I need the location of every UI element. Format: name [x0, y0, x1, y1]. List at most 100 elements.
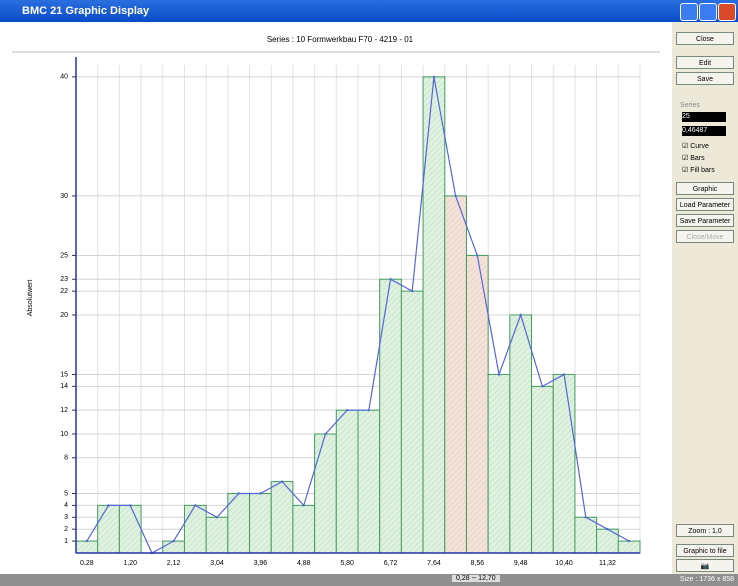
- panel-button[interactable]: Save Parameter: [676, 214, 734, 227]
- y-tick-label: 14: [60, 383, 68, 390]
- curve-dot: [367, 408, 371, 412]
- checkbox[interactable]: ☑ Bars: [682, 155, 705, 162]
- panel-button-disabled: Close/Move: [676, 230, 734, 243]
- panel-button[interactable]: Load Parameter: [676, 198, 734, 211]
- curve-dot: [302, 504, 305, 507]
- status-range: 0,28 -- 12,70: [452, 575, 500, 582]
- checkbox-label: Bars: [690, 155, 705, 162]
- status-bar: 0,28 -- 12,70 Size : 1736 x 858: [0, 574, 738, 586]
- curve-dot: [432, 75, 436, 79]
- bar-hatch: [336, 410, 358, 553]
- y-tick-label: 12: [60, 407, 68, 414]
- x-tick-label: 0,28: [80, 560, 94, 567]
- y-tick-label: 1: [64, 538, 68, 545]
- y-tick-label: 23: [60, 276, 68, 283]
- curve-dot: [107, 504, 110, 507]
- x-tick-label: 5,80: [340, 560, 354, 567]
- bar-hatch: [227, 493, 250, 553]
- curve-dot: [454, 194, 457, 198]
- y-tick-label: 15: [60, 371, 68, 378]
- maximize[interactable]: [699, 3, 717, 21]
- x-tick-label: 10,40: [555, 560, 573, 567]
- save-button[interactable]: Save: [676, 72, 734, 85]
- chart-title: Series : 10 Formwerkbau F70 - 4219 - 01: [267, 35, 414, 44]
- y-tick-label: 2: [64, 526, 68, 533]
- y-tick-label: 30: [60, 193, 68, 200]
- chart: Series : 10 Formwerkbau F70 - 4219 - 01 …: [0, 22, 672, 574]
- checkbox-label: Curve: [690, 143, 709, 150]
- panel-button[interactable]: Graphic Parameter: [676, 182, 734, 206]
- y-tick-label: 40: [60, 74, 68, 81]
- width-input[interactable]: 0,46487: [682, 126, 726, 136]
- checkbox[interactable]: ☑ Curve: [682, 143, 709, 150]
- curve-dot: [541, 385, 544, 388]
- bar-hatch: [292, 505, 315, 553]
- curve-dot: [389, 278, 392, 281]
- camera-button[interactable]: 📷: [676, 559, 734, 572]
- bar-hatch: [271, 481, 293, 553]
- bar-hatch: [379, 279, 402, 553]
- close-button[interactable]: Close: [676, 32, 734, 45]
- x-tick-label: 3,04: [210, 560, 224, 567]
- y-tick-label: 4: [64, 502, 68, 509]
- side-panel: Close Edit Save Series 25 0,46487 ☑ Curv…: [672, 22, 738, 574]
- edit-button[interactable]: Edit: [676, 56, 734, 69]
- bar-hatch: [509, 314, 532, 553]
- bar-hatch: [314, 433, 337, 553]
- curve-dot: [476, 254, 479, 257]
- curve-dot: [129, 504, 132, 507]
- bar-hatch: [162, 541, 185, 553]
- y-tick-label: 10: [60, 431, 68, 438]
- status-size: Size : 1736 x 858: [679, 576, 734, 583]
- bar-hatch: [97, 505, 120, 553]
- curve-dot: [519, 313, 522, 317]
- bar-hatch: [358, 410, 380, 553]
- y-tick-label: 3: [64, 514, 68, 521]
- x-tick-label: 6,72: [384, 560, 398, 567]
- bar-hatch: [488, 374, 510, 553]
- checkbox-label: Fill bars: [690, 167, 715, 174]
- window-title: BMC 21 Graphic Display: [22, 5, 150, 17]
- x-tick-label: 2,12: [167, 560, 181, 567]
- file-button[interactable]: Graphic to file: [676, 544, 734, 557]
- x-tick-label: 4,88: [297, 560, 311, 567]
- bar-hatch: [618, 541, 640, 553]
- bar-hatch: [119, 505, 142, 553]
- curve-dot: [215, 516, 219, 519]
- y-tick-label: 22: [60, 288, 68, 295]
- curve-dot: [411, 289, 414, 293]
- y-tick-label: 5: [64, 490, 68, 497]
- checkbox[interactable]: ☑ Fill bars: [682, 167, 715, 174]
- bar-hatch: [444, 195, 467, 554]
- bar-hatch: [206, 517, 228, 553]
- x-tick-label: 1,20: [123, 560, 137, 567]
- group-label: Series: [680, 102, 700, 109]
- curve-dot: [172, 539, 175, 543]
- zoom-button[interactable]: Zoom : 1,0: [676, 524, 734, 537]
- y-tick-label: 20: [60, 312, 68, 319]
- minimize[interactable]: [680, 3, 698, 21]
- curve: [86, 76, 630, 554]
- bar-hatch: [76, 541, 98, 553]
- curve-dot: [606, 527, 609, 531]
- bar-hatch: [531, 386, 554, 553]
- curve-dot: [627, 539, 631, 543]
- bar-hatch: [249, 493, 272, 553]
- curve-dot: [562, 373, 566, 376]
- x-tick-label: 8,56: [470, 560, 484, 567]
- curve-dot: [194, 504, 197, 507]
- y-tick-label: 25: [60, 252, 68, 259]
- close-window[interactable]: [718, 3, 736, 21]
- bar-hatch: [423, 76, 445, 553]
- y-axis-label: Absolutwert: [27, 280, 34, 317]
- x-tick-label: 9,48: [514, 560, 528, 567]
- curve-dot: [497, 373, 501, 376]
- curve-dot: [584, 516, 587, 519]
- curve-dot: [259, 492, 262, 495]
- curve-dot: [324, 432, 327, 436]
- bar-hatch: [466, 255, 489, 553]
- series-input[interactable]: 25: [682, 112, 726, 122]
- bar-hatch: [553, 374, 575, 553]
- curve-dot: [280, 480, 284, 483]
